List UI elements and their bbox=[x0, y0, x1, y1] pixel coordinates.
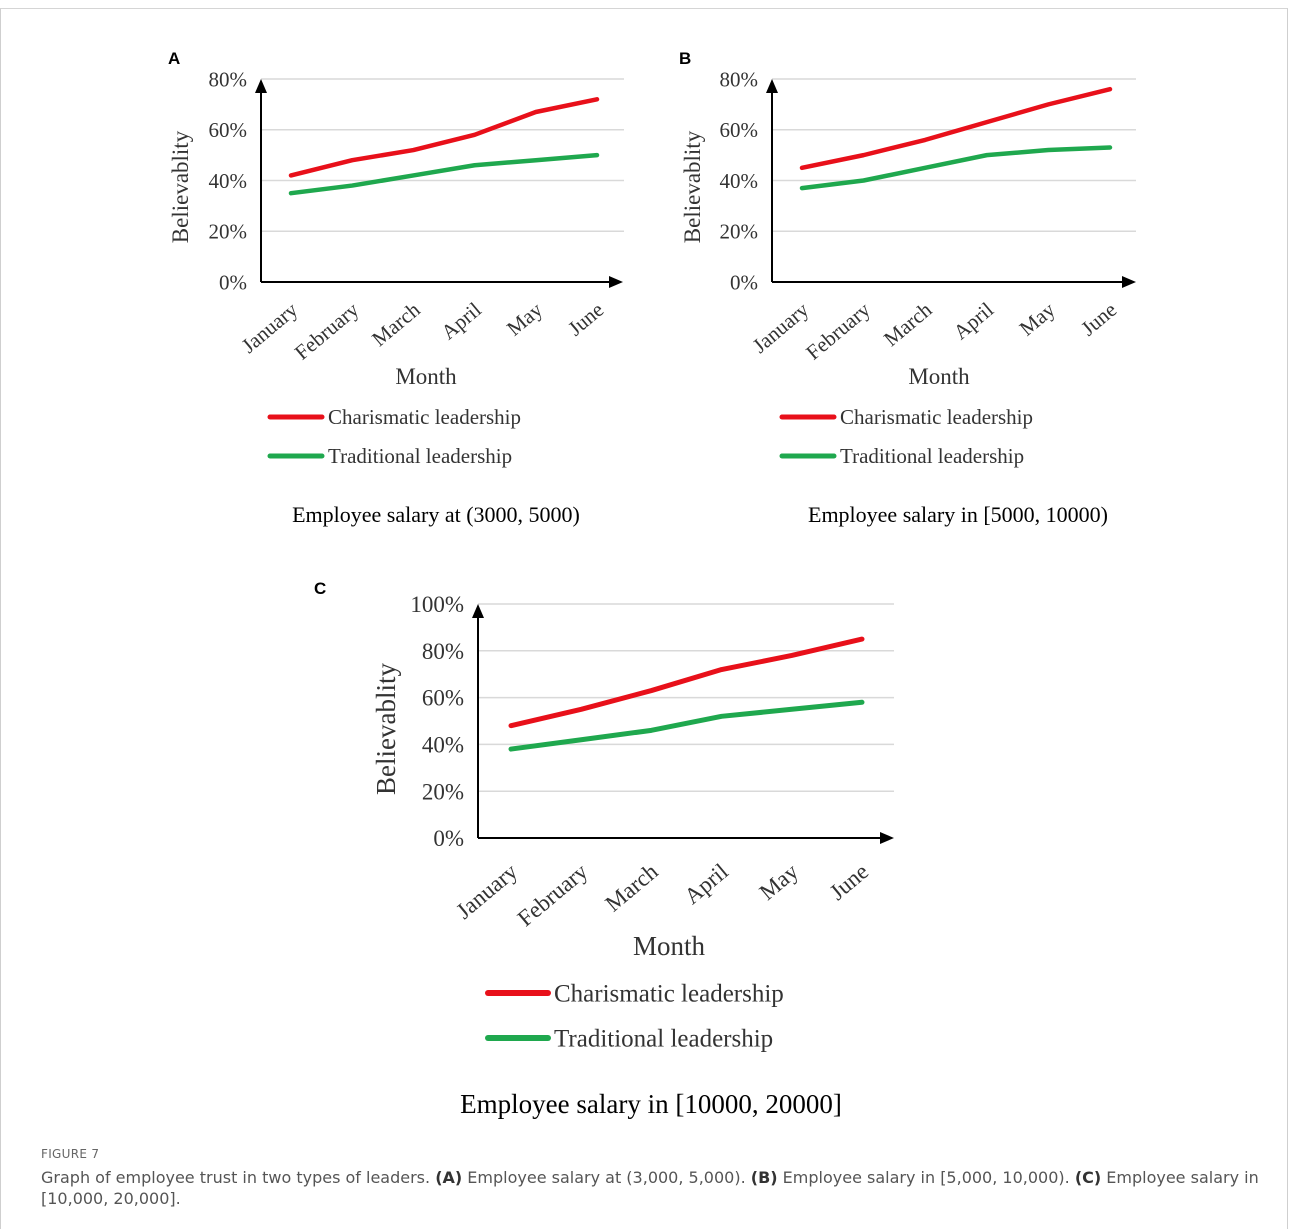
series-line-charismatic-c bbox=[508, 636, 865, 729]
caption-tag-a: (A) bbox=[435, 1168, 463, 1187]
y-axis-title-a: Believablity bbox=[168, 130, 193, 243]
figure-frame bbox=[0, 8, 1288, 1229]
y-tick-label-c: 80% bbox=[422, 639, 464, 664]
y-tick-label-b: 40% bbox=[720, 169, 759, 193]
y-tick-label-c: 100% bbox=[410, 592, 464, 617]
y-tick-label-a: 20% bbox=[209, 220, 248, 244]
y-tick-label-b: 60% bbox=[720, 118, 759, 142]
panel-letter-b: B bbox=[679, 49, 692, 68]
figure-caption-text: Graph of employee trust in two types of … bbox=[41, 1167, 1266, 1209]
y-tick-label-a: 60% bbox=[209, 118, 248, 142]
y-axis-arrow-c bbox=[472, 604, 484, 618]
x-tick-label-c: June bbox=[825, 859, 873, 905]
caption-tag-c: (C) bbox=[1074, 1168, 1102, 1187]
x-axis-title-a: Month bbox=[395, 364, 457, 389]
y-tick-label-a: 80% bbox=[209, 67, 248, 91]
legend-label-c: Charismatic leadership bbox=[554, 980, 784, 1007]
x-tick-label-c: March bbox=[601, 858, 663, 916]
y-tick-label-c: 0% bbox=[433, 826, 464, 851]
series-line-charismatic-a bbox=[288, 97, 600, 178]
y-axis-arrow-a bbox=[255, 79, 267, 93]
legend-label-b: Traditional leadership bbox=[840, 444, 1024, 468]
x-tick-label-c: February bbox=[513, 858, 593, 931]
y-tick-label-a: 40% bbox=[209, 169, 248, 193]
y-axis-arrow-b bbox=[766, 79, 778, 93]
caption-tag-b: (B) bbox=[750, 1168, 778, 1187]
x-tick-label-c: January bbox=[451, 858, 522, 923]
subtitle-b: Employee salary in [5000, 10000) bbox=[808, 502, 1108, 527]
panel-letter-c: C bbox=[314, 579, 327, 598]
x-axis-title-c: Month bbox=[633, 931, 706, 961]
panel-letter-a: A bbox=[168, 49, 181, 68]
x-axis-arrow-b bbox=[1122, 276, 1136, 288]
x-tick-label-c: April bbox=[680, 859, 733, 909]
figure-caption: FIGURE 7 Graph of employee trust in two … bbox=[41, 1147, 1266, 1209]
legend-label-c: Traditional leadership bbox=[554, 1025, 773, 1052]
y-axis-title-b: Believablity bbox=[680, 130, 705, 243]
series-line-traditional-c bbox=[508, 699, 865, 752]
caption-intro: Graph of employee trust in two types of … bbox=[41, 1168, 431, 1187]
x-axis-arrow-a bbox=[609, 276, 623, 288]
figure-label: FIGURE 7 bbox=[41, 1147, 100, 1161]
x-axis-title-b: Month bbox=[908, 364, 970, 389]
legend-label-a: Charismatic leadership bbox=[328, 405, 521, 429]
caption-text-b: Employee salary in [5,000, 10,000). bbox=[777, 1168, 1075, 1187]
series-line-traditional-a bbox=[288, 152, 600, 196]
y-tick-label-b: 0% bbox=[730, 270, 758, 294]
x-tick-label-c: May bbox=[755, 858, 804, 905]
x-axis-arrow-c bbox=[880, 832, 894, 844]
legend-label-a: Traditional leadership bbox=[328, 444, 512, 468]
y-axis-title-c: Believablity bbox=[371, 663, 401, 795]
y-tick-label-b: 20% bbox=[720, 220, 759, 244]
caption-text-a: Employee salary at (3,000, 5,000). bbox=[462, 1168, 751, 1187]
y-tick-label-c: 60% bbox=[422, 686, 464, 711]
y-tick-label-c: 40% bbox=[422, 732, 464, 757]
y-tick-label-b: 80% bbox=[720, 67, 759, 91]
series-line-charismatic-b bbox=[799, 86, 1113, 171]
legend-label-b: Charismatic leadership bbox=[840, 405, 1033, 429]
y-tick-label-c: 20% bbox=[422, 779, 464, 804]
y-tick-label-a: 0% bbox=[219, 270, 247, 294]
series-line-traditional-b bbox=[799, 145, 1113, 191]
subtitle-a: Employee salary at (3000, 5000) bbox=[292, 502, 580, 527]
subtitle-c: Employee salary in [10000, 20000] bbox=[460, 1089, 842, 1119]
caption-text-c: Employee salary in [10,000, 20,000]. bbox=[41, 1168, 1259, 1208]
